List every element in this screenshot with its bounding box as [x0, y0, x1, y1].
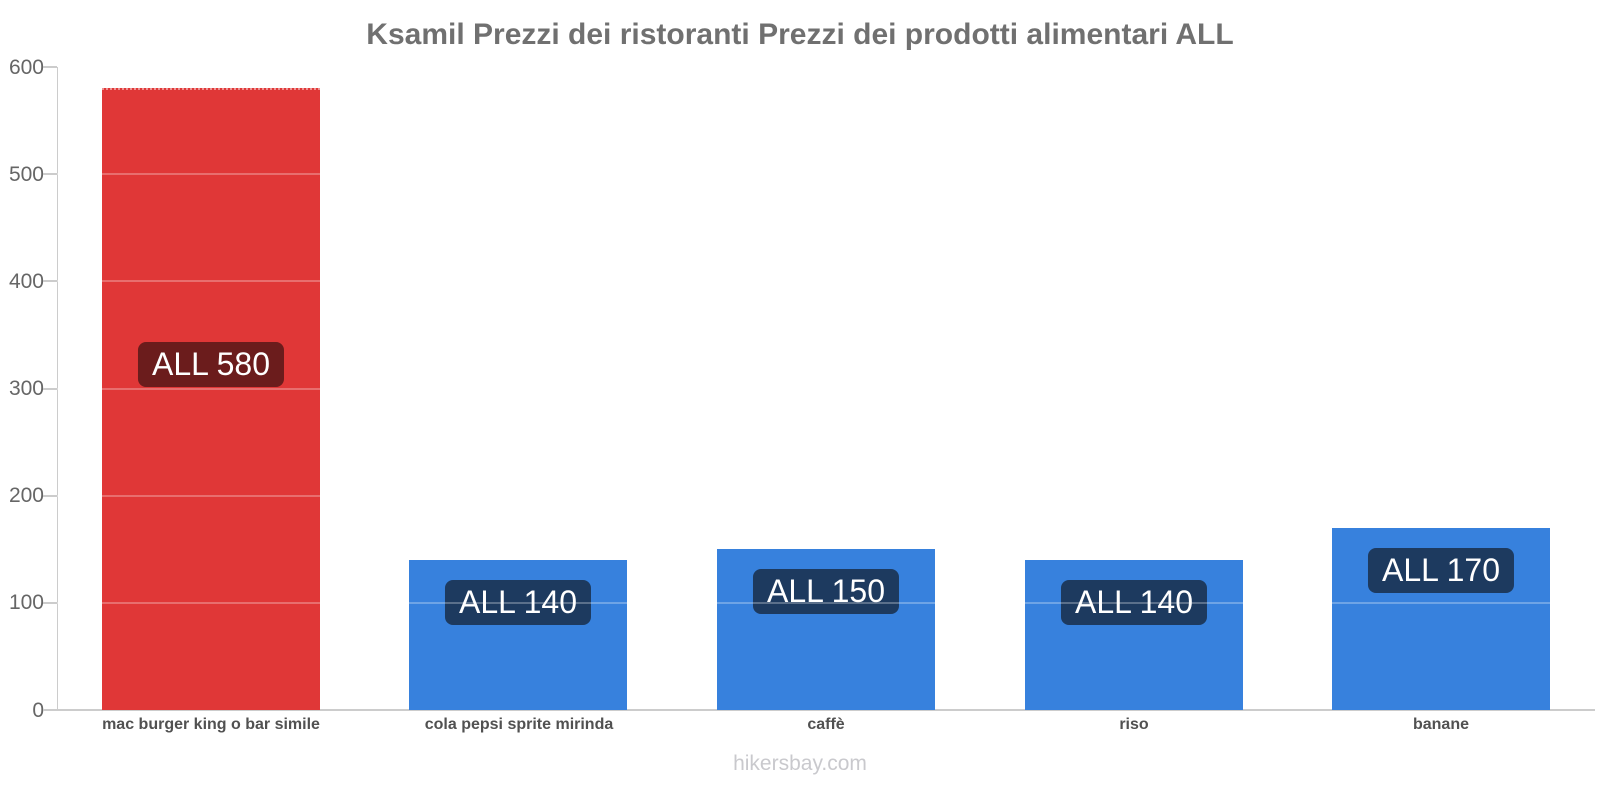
y-axis-tick-400 [43, 280, 57, 283]
bar-0: ALL 580 [102, 88, 320, 710]
bar-value-badge-2: ALL 150 [752, 569, 900, 615]
y-axis-tick-300 [43, 387, 57, 390]
bar-value-badge-1: ALL 140 [444, 579, 592, 625]
gridline-500 [57, 173, 1595, 176]
x-axis-label-2: caffè [807, 716, 845, 733]
bar-3: ALL 140 [1025, 559, 1243, 710]
y-axis-tick-600 [43, 66, 57, 68]
footer-watermark: hikersbay.com [733, 752, 867, 775]
y-axis-label-600: 600 [8, 55, 44, 79]
y-axis-tick-0 [43, 709, 57, 711]
gridline-100 [57, 601, 1595, 604]
gridline-300 [57, 387, 1595, 390]
bar-2: ALL 150 [717, 549, 935, 710]
bar-1: ALL 140 [409, 559, 627, 710]
x-axis-label-3: riso [1119, 716, 1149, 733]
x-axis-label-4: banane [1412, 716, 1469, 733]
bar-4: ALL 170 [1332, 527, 1550, 710]
x-axis-label-1: cola pepsi sprite mirinda [424, 716, 614, 733]
x-axis-baseline [57, 709, 1595, 711]
gridline-200 [57, 494, 1595, 497]
y-axis-label-500: 500 [8, 162, 44, 186]
y-axis-label-300: 300 [8, 377, 44, 400]
bar-value-badge-3: ALL 140 [1060, 579, 1208, 625]
y-axis-label-100: 100 [8, 591, 44, 615]
y-axis-tick-200 [43, 494, 57, 497]
y-axis-tick-100 [43, 601, 57, 604]
x-axis-label-0: mac burger king o bar simile [102, 716, 320, 733]
y-axis-label-400: 400 [8, 269, 44, 293]
chart-title: Ksamil Prezzi dei ristoranti Prezzi dei … [366, 18, 1234, 51]
y-axis-tick-500 [43, 173, 57, 176]
bar-value-badge-4: ALL 170 [1367, 547, 1515, 593]
y-axis-label-0: 0 [32, 698, 44, 722]
bar-value-badge-0: ALL 580 [137, 342, 285, 388]
gridline-400 [57, 280, 1595, 283]
y-axis-line [57, 67, 58, 710]
y-axis-label-200: 200 [8, 484, 44, 508]
